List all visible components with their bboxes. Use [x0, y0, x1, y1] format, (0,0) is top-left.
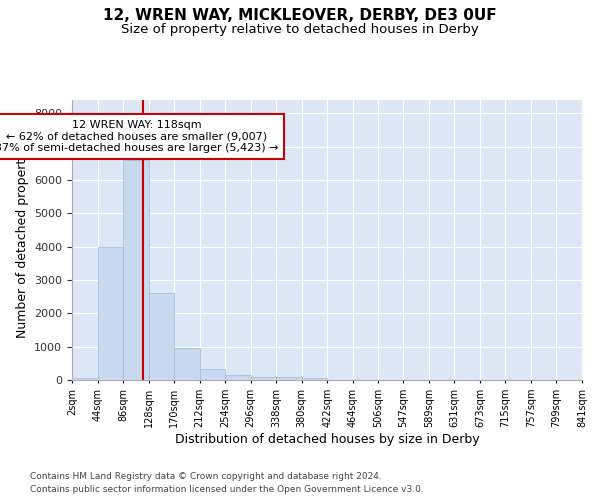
- Bar: [276, 378, 302, 380]
- Bar: [200, 369, 225, 380]
- X-axis label: Distribution of detached houses by size in Derby: Distribution of detached houses by size …: [175, 432, 479, 446]
- Bar: [98, 246, 123, 380]
- Bar: [149, 294, 174, 380]
- Bar: [72, 378, 98, 380]
- Text: 12, WREN WAY, MICKLEOVER, DERBY, DE3 0UF: 12, WREN WAY, MICKLEOVER, DERBY, DE3 0UF: [103, 8, 497, 22]
- Y-axis label: Number of detached properties: Number of detached properties: [16, 142, 29, 338]
- Bar: [225, 375, 251, 380]
- Bar: [123, 160, 149, 380]
- Text: Size of property relative to detached houses in Derby: Size of property relative to detached ho…: [121, 22, 479, 36]
- Text: Contains public sector information licensed under the Open Government Licence v3: Contains public sector information licen…: [30, 485, 424, 494]
- Text: Contains HM Land Registry data © Crown copyright and database right 2024.: Contains HM Land Registry data © Crown c…: [30, 472, 382, 481]
- Bar: [251, 376, 276, 380]
- Bar: [174, 348, 200, 380]
- Bar: [302, 378, 328, 380]
- Text: 12 WREN WAY: 118sqm
← 62% of detached houses are smaller (9,007)
37% of semi-det: 12 WREN WAY: 118sqm ← 62% of detached ho…: [0, 120, 278, 153]
